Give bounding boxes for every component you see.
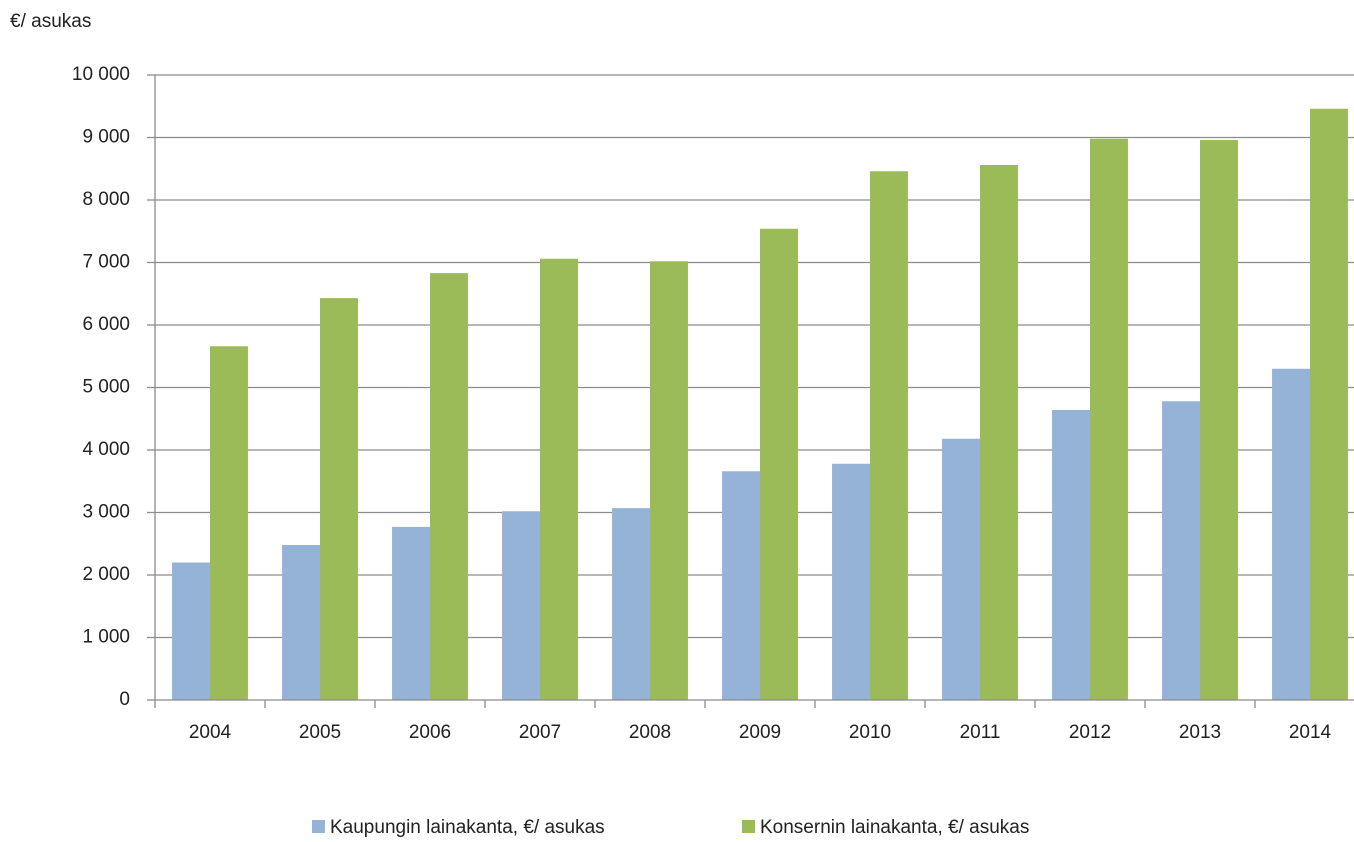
x-tick-label: 2013 — [1179, 722, 1221, 743]
y-tick-label: 0 — [119, 689, 130, 710]
x-tick-label: 2012 — [1069, 722, 1111, 743]
y-tick-label: 10 000 — [72, 64, 130, 85]
legend-label: Kaupungin lainakanta, €/ asukas — [330, 817, 605, 838]
x-tick-label: 2006 — [409, 722, 451, 743]
y-tick-label: 1 000 — [82, 627, 130, 648]
bar — [980, 165, 1018, 700]
y-tick-label: 6 000 — [82, 314, 130, 335]
x-tick-label: 2011 — [960, 722, 1001, 743]
bar — [832, 463, 870, 700]
y-tick-label: 3 000 — [82, 502, 130, 523]
bar — [172, 562, 210, 700]
bar — [392, 526, 430, 700]
x-tick-label: 2004 — [189, 722, 232, 743]
legend-swatch — [312, 820, 325, 833]
y-tick-label: 5 000 — [82, 377, 130, 398]
y-axis-label: €/ asukas — [10, 11, 91, 32]
bar — [282, 545, 320, 700]
x-tick-label: 2008 — [629, 722, 671, 743]
bar — [870, 171, 908, 700]
x-tick-label: 2014 — [1289, 722, 1332, 743]
bar — [1272, 368, 1310, 700]
bar — [210, 346, 248, 700]
x-tick-label: 2007 — [519, 722, 561, 743]
legend-swatch — [742, 820, 755, 833]
bar — [1162, 401, 1200, 700]
y-tick-label: 4 000 — [82, 439, 130, 460]
x-tick-label: 2009 — [739, 722, 781, 743]
x-tick-label: 2005 — [299, 722, 341, 743]
bar — [502, 511, 540, 700]
x-tick-label: 2010 — [849, 722, 891, 743]
legend-label: Konsernin lainakanta, €/ asukas — [760, 817, 1029, 838]
y-tick-label: 7 000 — [82, 252, 130, 273]
bar — [722, 471, 760, 700]
bar — [430, 273, 468, 700]
y-tick-label: 8 000 — [82, 189, 130, 210]
bar — [650, 261, 688, 700]
bar — [1310, 108, 1348, 700]
bar — [760, 228, 798, 700]
bar — [942, 438, 980, 700]
bar — [540, 258, 578, 700]
bar — [1052, 410, 1090, 700]
bar — [1200, 140, 1238, 700]
y-tick-label: 2 000 — [82, 564, 130, 585]
bar — [612, 508, 650, 700]
bar — [1090, 138, 1128, 700]
bar — [320, 298, 358, 700]
y-tick-label: 9 000 — [82, 127, 130, 148]
